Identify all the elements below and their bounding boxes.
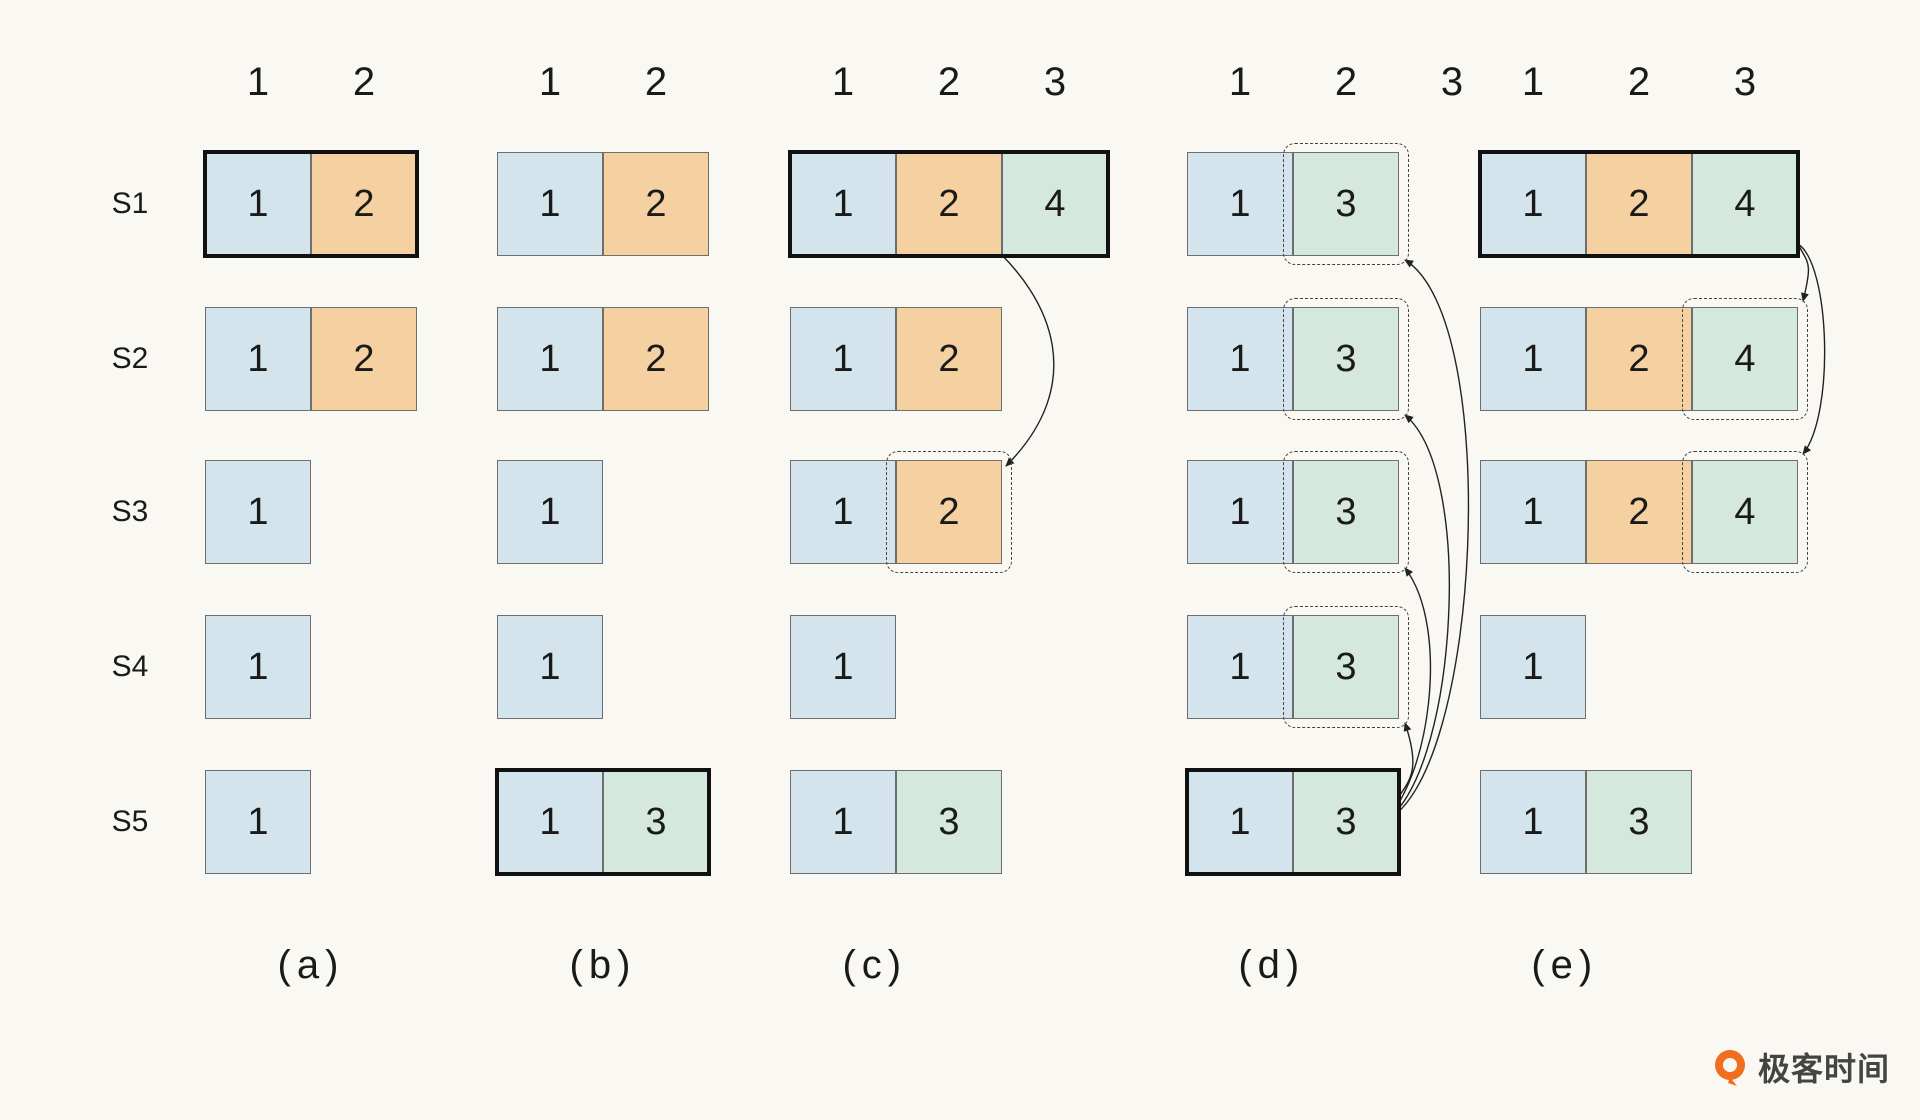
log-entry-a-s4-1: 1 — [205, 615, 311, 719]
log-entry-e-s1-3: 4 — [1692, 152, 1798, 256]
log-entry-d-s2-2: 3 — [1293, 307, 1399, 411]
panel-caption-e: (e) — [1531, 943, 1599, 987]
log-entry-c-s2-2: 2 — [896, 307, 1002, 411]
row-label-s5: S5 — [111, 805, 149, 838]
log-entry-c-s5-2: 3 — [896, 770, 1002, 874]
index-header-c-2: 2 — [937, 60, 961, 104]
index-header-b-1: 1 — [538, 60, 562, 104]
log-entry-c-s1-2: 2 — [896, 152, 1002, 256]
index-header-d-2: 2 — [1334, 60, 1358, 104]
panel-caption-d: (d) — [1238, 943, 1306, 987]
log-entry-d-s4-1: 1 — [1187, 615, 1293, 719]
log-entry-a-s2-2: 2 — [311, 307, 417, 411]
index-header-c-1: 1 — [831, 60, 855, 104]
log-entry-e-s2-1: 1 — [1480, 307, 1586, 411]
log-entry-e-s3-3: 4 — [1692, 460, 1798, 564]
row-label-s2: S2 — [111, 342, 149, 375]
log-entry-e-s3-2: 2 — [1586, 460, 1692, 564]
log-entry-a-s3-1: 1 — [205, 460, 311, 564]
log-entry-d-s4-2: 3 — [1293, 615, 1399, 719]
log-entry-e-s1-2: 2 — [1586, 152, 1692, 256]
log-entry-d-s1-1: 1 — [1187, 152, 1293, 256]
index-header-e-3: 3 — [1733, 60, 1757, 104]
log-entry-b-s1-2: 2 — [603, 152, 709, 256]
row-label-s4: S4 — [111, 650, 149, 683]
log-entry-c-s3-2: 2 — [896, 460, 1002, 564]
log-entry-d-s5-1: 1 — [1187, 770, 1293, 874]
index-header-a-2: 2 — [352, 60, 376, 104]
row-label-s1: S1 — [111, 187, 149, 220]
log-entry-e-s5-1: 1 — [1480, 770, 1586, 874]
log-entry-d-s1-2: 3 — [1293, 152, 1399, 256]
log-entry-d-s2-1: 1 — [1187, 307, 1293, 411]
row-label-s3: S3 — [111, 495, 149, 528]
log-entry-b-s4-1: 1 — [497, 615, 603, 719]
log-entry-a-s1-1: 1 — [205, 152, 311, 256]
log-entry-c-s5-1: 1 — [790, 770, 896, 874]
replication-arrow-d-s5-to-s1 — [1382, 259, 1470, 823]
index-header-d-1: 1 — [1228, 60, 1252, 104]
log-entry-e-s3-1: 1 — [1480, 460, 1586, 564]
brand-logo: 极客时间 — [1710, 1044, 1890, 1090]
index-header-d-3: 3 — [1440, 60, 1464, 104]
log-entry-d-s5-2: 3 — [1293, 770, 1399, 874]
index-header-a-1: 1 — [246, 60, 270, 104]
panel-caption-a: (a) — [277, 943, 345, 987]
log-entry-c-s1-1: 1 — [790, 152, 896, 256]
replication-arrow-e-s1-to-s2 — [1797, 243, 1810, 302]
log-entry-d-s3-1: 1 — [1187, 460, 1293, 564]
log-entry-a-s2-1: 1 — [205, 307, 311, 411]
log-entry-b-s3-1: 1 — [497, 460, 603, 564]
log-entry-e-s2-2: 2 — [1586, 307, 1692, 411]
log-entry-c-s1-3: 4 — [1002, 152, 1108, 256]
brand-name: 极客时间 — [1757, 1051, 1890, 1087]
log-entry-a-s5-1: 1 — [205, 770, 311, 874]
log-entry-c-s2-1: 1 — [790, 307, 896, 411]
log-entry-c-s4-1: 1 — [790, 615, 896, 719]
panel-caption-c: (c) — [842, 943, 908, 987]
log-entry-c-s3-1: 1 — [790, 460, 896, 564]
log-entry-b-s1-1: 1 — [497, 152, 603, 256]
replication-arrow-d-s5-to-s2 — [1382, 414, 1450, 823]
log-entry-e-s5-2: 3 — [1586, 770, 1692, 874]
replication-arrow-e-s1-to-s3 — [1797, 243, 1826, 455]
index-header-c-3: 3 — [1043, 60, 1067, 104]
log-entry-b-s2-1: 1 — [497, 307, 603, 411]
log-entry-a-s1-2: 2 — [311, 152, 417, 256]
index-header-b-2: 2 — [644, 60, 668, 104]
log-entry-b-s5-1: 1 — [497, 770, 603, 874]
log-entry-e-s1-1: 1 — [1480, 152, 1586, 256]
log-entry-b-s2-2: 2 — [603, 307, 709, 411]
log-entry-e-s2-3: 4 — [1692, 307, 1798, 411]
geekbang-q-icon — [1714, 1050, 1745, 1086]
index-header-e-1: 1 — [1521, 60, 1545, 104]
panel-caption-b: (b) — [569, 943, 637, 987]
log-entry-d-s3-2: 3 — [1293, 460, 1399, 564]
log-entry-e-s4-1: 1 — [1480, 615, 1586, 719]
log-entry-b-s5-2: 3 — [603, 770, 709, 874]
index-header-e-2: 2 — [1627, 60, 1651, 104]
replication-arrow-c-s1-to-s3 — [985, 239, 1055, 467]
